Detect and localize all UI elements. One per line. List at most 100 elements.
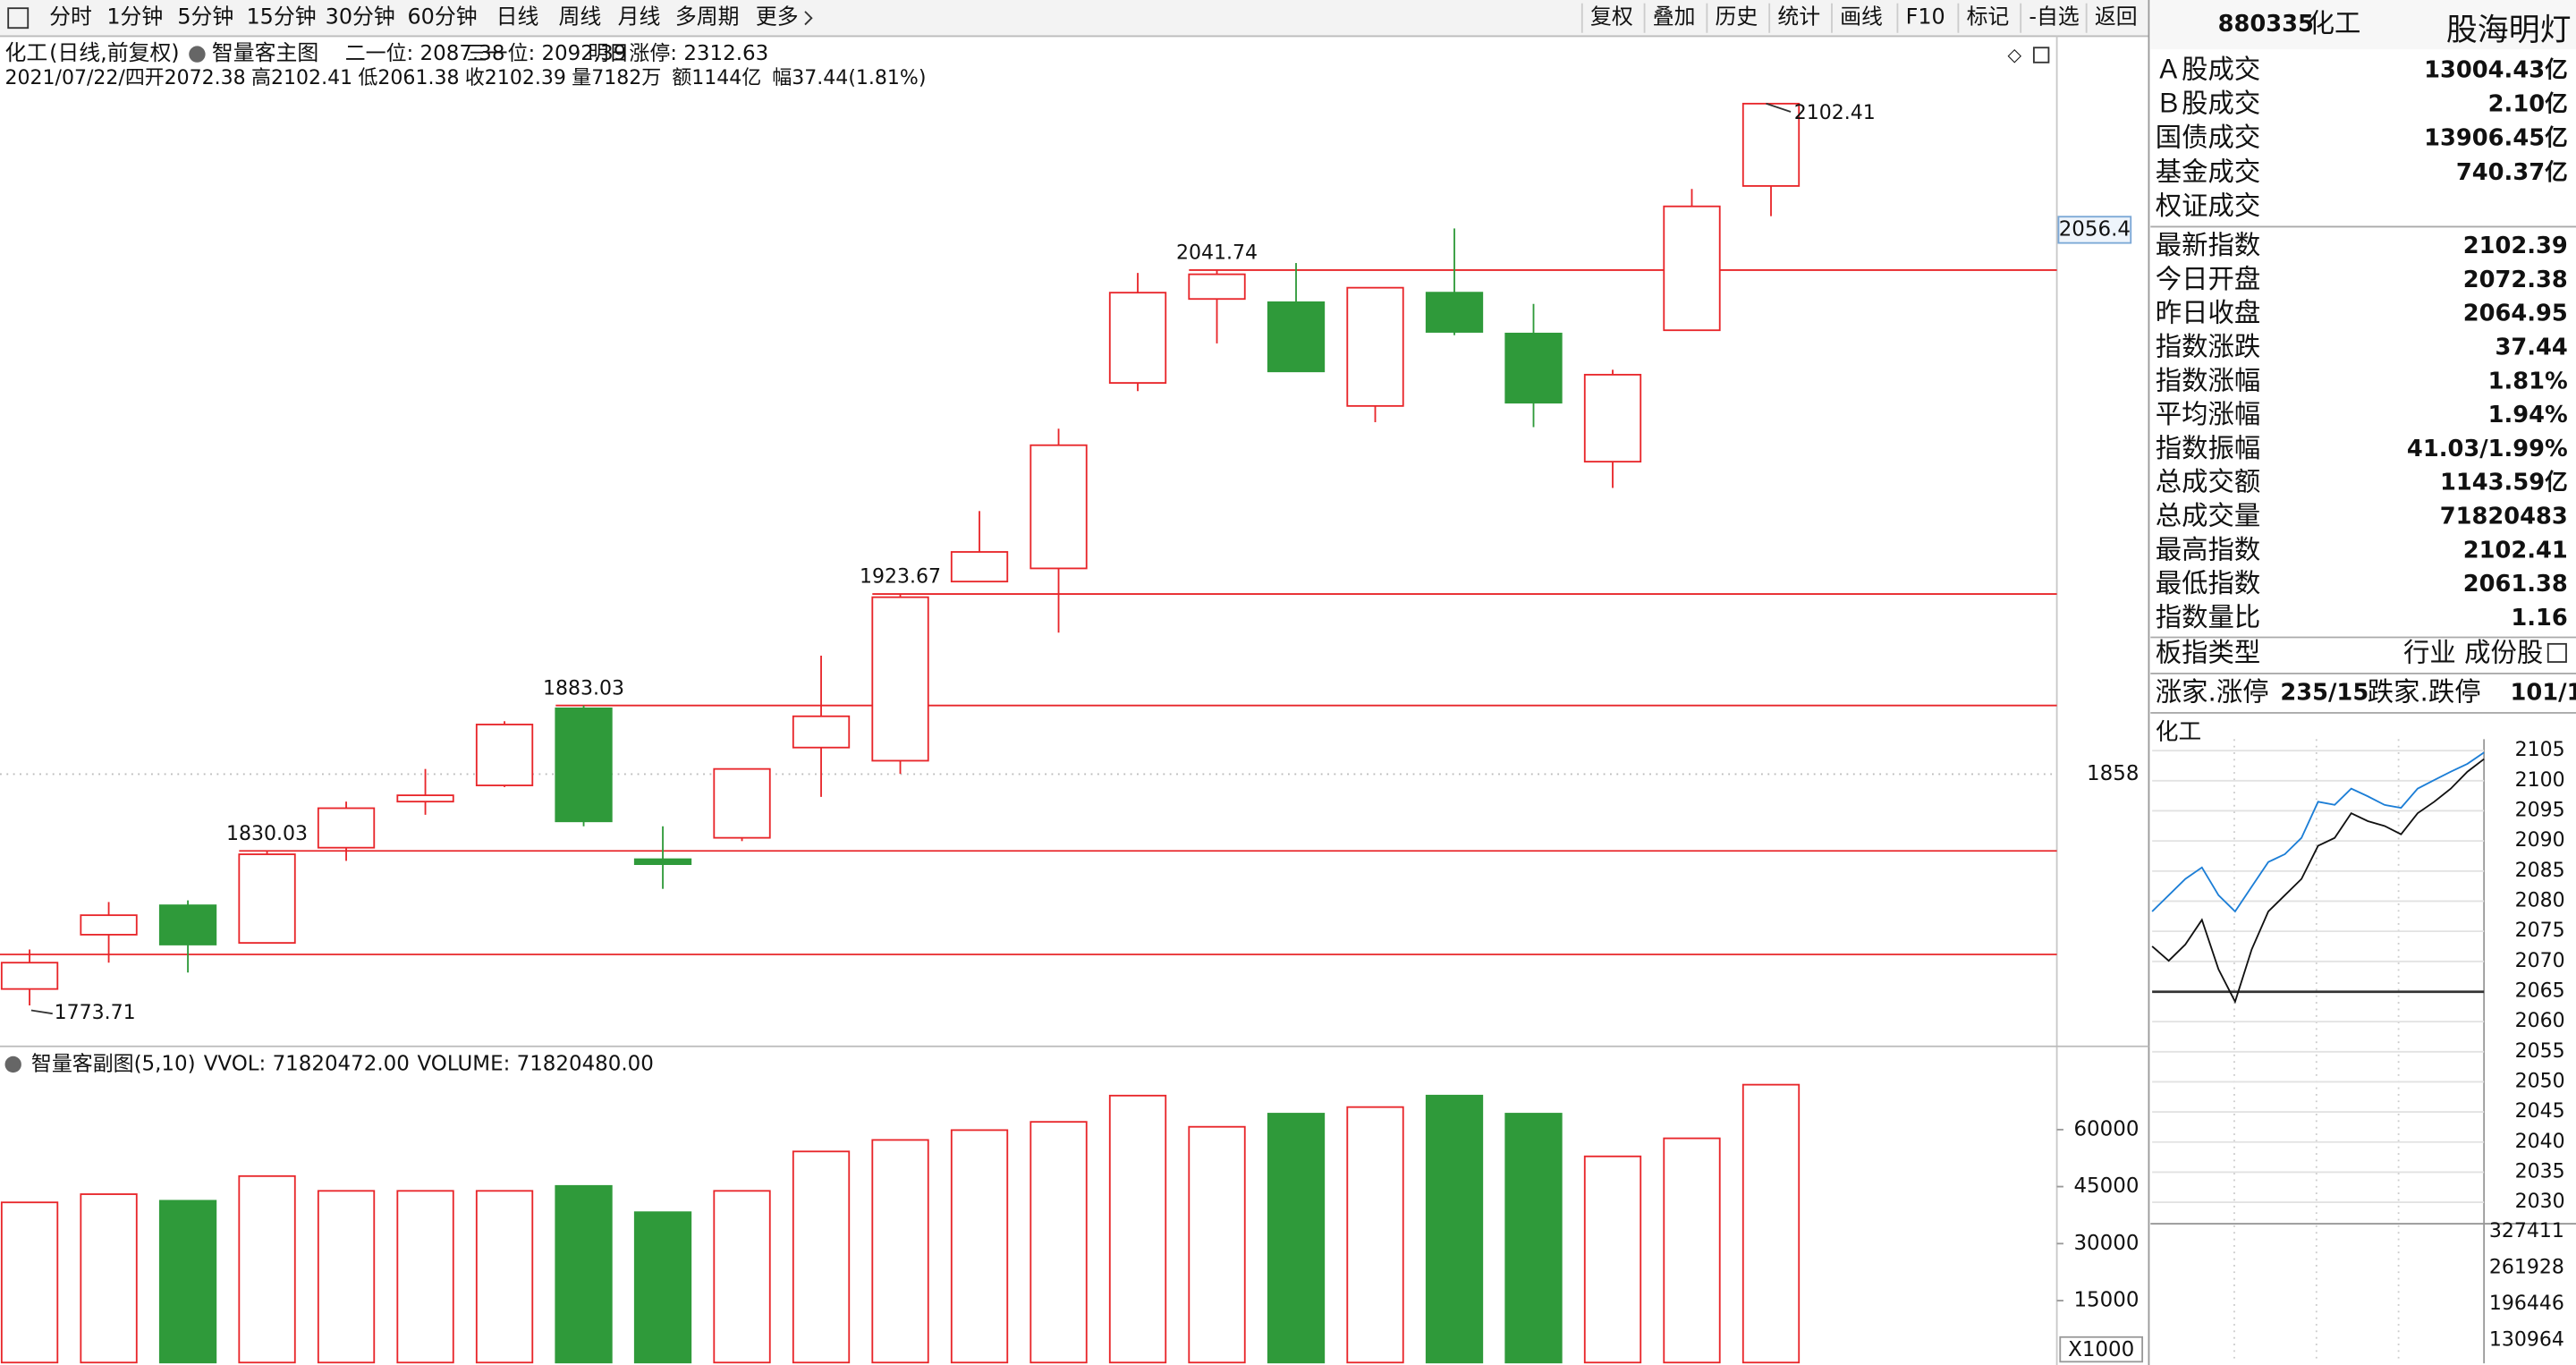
- candle-body: [1267, 301, 1326, 373]
- arrow: [1766, 102, 1792, 113]
- volume-bar: [1030, 1121, 1088, 1364]
- cursor-box: [2057, 216, 2132, 244]
- candle-body: [1504, 332, 1563, 404]
- row-label: 权证成交: [2156, 191, 2261, 221]
- more-arrow: [804, 11, 813, 26]
- candle-body: [317, 807, 376, 849]
- y-tick-label: 2075: [2515, 920, 2565, 942]
- high-label: 1830.03: [226, 823, 308, 845]
- period-tab[interactable]: 更多: [756, 4, 799, 30]
- indicator-icon[interactable]: [4, 1056, 21, 1073]
- icon-box[interactable]: [2546, 642, 2567, 663]
- volume-bar: [317, 1190, 376, 1364]
- volume-bar: [792, 1150, 851, 1364]
- row-label: 指数涨幅: [2156, 365, 2261, 395]
- level-value: 二一位: 2087.38: [345, 42, 505, 65]
- candle-body: [1188, 273, 1246, 301]
- indicator-value: VVOL: 71820472.00: [204, 1052, 410, 1075]
- y-tick-label: 1858: [2087, 762, 2139, 785]
- y-tick-label: 2055: [2515, 1040, 2565, 1063]
- candle-body: [950, 551, 1009, 583]
- quote-item: 开2072.38: [145, 67, 246, 89]
- quote-item: 2021/07/22/四: [5, 67, 145, 89]
- high-label: 1883.03: [543, 677, 624, 699]
- unit-box: [2059, 1335, 2144, 1363]
- period-tab[interactable]: 60分钟: [408, 4, 478, 30]
- period-tab[interactable]: 30分钟: [326, 4, 395, 30]
- row-value: 37.44: [2495, 334, 2567, 360]
- volume-bar: [475, 1190, 534, 1364]
- tool-button[interactable]: 统计: [1777, 4, 1820, 30]
- y-tick-label: 327411: [2489, 1220, 2564, 1242]
- tool-button[interactable]: 标记: [1967, 4, 2010, 30]
- icon-box[interactable]: [2032, 47, 2050, 64]
- period-tab[interactable]: 15分钟: [247, 4, 317, 30]
- row-value: 2102.41: [2463, 537, 2568, 564]
- row-label: 最高指数: [2156, 534, 2261, 564]
- tool-button[interactable]: -自选: [2029, 4, 2079, 30]
- volume-bar: [158, 1200, 217, 1364]
- row-value: 41.03/1.99%: [2407, 436, 2568, 462]
- row-value: 1.94%: [2488, 402, 2568, 428]
- period-tab[interactable]: 周线: [558, 4, 601, 30]
- volume-bar: [713, 1190, 771, 1364]
- period-tab[interactable]: 月线: [618, 4, 661, 30]
- y-tick-label: 261928: [2489, 1257, 2564, 1279]
- y-tick-label: 15000: [2073, 1289, 2139, 1312]
- tool-button[interactable]: 画线: [1840, 4, 1883, 30]
- breadth-item: 跌家.跌停: [2368, 676, 2481, 707]
- candle-body: [1583, 373, 1642, 463]
- intraday-line: [2151, 751, 2485, 913]
- icon-diamond[interactable]: ◇: [2007, 44, 2021, 65]
- volume-bar: [0, 1201, 59, 1364]
- period-tab[interactable]: 多周期: [675, 4, 740, 30]
- volume-bar: [555, 1184, 613, 1364]
- row-value: 71820483: [2440, 504, 2568, 530]
- indicator-name: 智量客副图(5,10): [31, 1052, 196, 1075]
- y-tick-label: 2030: [2515, 1191, 2565, 1213]
- row-label: 今日开盘: [2156, 264, 2261, 294]
- row-label: 总成交量: [2156, 501, 2261, 531]
- row-label: 平均涨幅: [2156, 399, 2261, 429]
- mini-title: 化工: [2156, 719, 2201, 746]
- high-label: 1923.67: [860, 566, 941, 589]
- name: 化工: [2309, 8, 2361, 38]
- row-label: Ｂ股成交: [2156, 89, 2261, 119]
- period-tab[interactable]: 分时: [49, 4, 92, 30]
- volume-bar: [950, 1129, 1009, 1364]
- row-value: 2064.95: [2463, 301, 2568, 327]
- arrow: [30, 1009, 53, 1015]
- indicator-icon[interactable]: [189, 46, 206, 63]
- tool-button[interactable]: 历史: [1716, 4, 1758, 30]
- high-label: 2041.74: [1176, 242, 1258, 265]
- y-tick-label: 2050: [2515, 1070, 2565, 1092]
- quote-item: 幅37.44(1.81%): [772, 67, 926, 89]
- candle-body: [1346, 286, 1404, 407]
- tool-button[interactable]: 叠加: [1653, 4, 1696, 30]
- y-tick-label: 2040: [2515, 1131, 2565, 1153]
- level-value: 三一位: 2092.39: [467, 42, 627, 65]
- quote-item: 收2102.39: [465, 67, 566, 89]
- tool-button[interactable]: 返回: [2095, 4, 2138, 30]
- row-value: 1.16: [2511, 605, 2567, 632]
- menu-icon[interactable]: [7, 7, 30, 30]
- unit-label: X1000: [2068, 1338, 2134, 1361]
- period-tab[interactable]: 1分钟: [106, 4, 163, 30]
- row-value: 13004.43亿: [2424, 56, 2568, 83]
- quote-item: 额1144亿: [672, 67, 761, 89]
- candle-body: [792, 715, 851, 749]
- period-tab[interactable]: 5分钟: [177, 4, 233, 30]
- y-tick-label: 2070: [2515, 950, 2565, 972]
- candle-body: [1741, 102, 1801, 187]
- volume-bar: [1741, 1083, 1801, 1364]
- tool-button[interactable]: F10: [1906, 4, 1945, 30]
- period-tab[interactable]: 日线: [496, 4, 539, 30]
- y-tick-label: 2065: [2515, 979, 2565, 1002]
- quote-item: 高2102.41: [251, 67, 352, 89]
- row-value: 2061.38: [2463, 571, 2568, 598]
- volume-bar: [633, 1211, 692, 1364]
- candle-body: [396, 794, 454, 803]
- tool-button[interactable]: 复权: [1590, 4, 1633, 30]
- y-tick-label: 45000: [2073, 1174, 2139, 1198]
